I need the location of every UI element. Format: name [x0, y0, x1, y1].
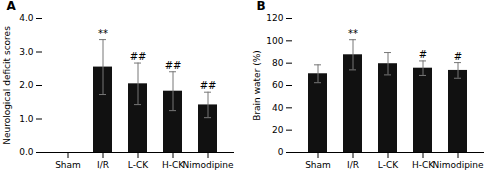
svg-text:L-CK: L-CK [378, 160, 399, 170]
svg-text:L-CK: L-CK [128, 160, 149, 170]
svg-text:##: ## [200, 80, 217, 91]
svg-text:0.0: 0.0 [19, 147, 34, 157]
svg-text:120: 120 [266, 13, 283, 23]
svg-text:Nimodipine: Nimodipine [432, 160, 484, 170]
svg-text:Neurological deficit scores: Neurological deficit scores [2, 26, 12, 145]
svg-text:**: ** [98, 28, 108, 39]
svg-text:80: 80 [272, 58, 284, 68]
svg-text:##: ## [165, 60, 182, 71]
svg-text:A: A [7, 0, 17, 13]
svg-text:Sham: Sham [305, 160, 331, 170]
svg-text:B: B [257, 0, 266, 13]
svg-text:60: 60 [272, 80, 284, 90]
svg-text:##: ## [130, 51, 147, 62]
svg-text:H-CK: H-CK [411, 159, 435, 170]
svg-text:#: # [419, 49, 427, 60]
svg-text:4.0: 4.0 [19, 13, 34, 23]
svg-text:20: 20 [272, 125, 284, 135]
svg-text:I/R: I/R [97, 160, 109, 170]
svg-text:Sham: Sham [55, 160, 81, 170]
svg-text:3.0: 3.0 [19, 47, 34, 57]
svg-text:#: # [454, 51, 462, 62]
svg-text:40: 40 [272, 103, 284, 113]
svg-text:100: 100 [266, 36, 283, 46]
svg-text:Nimodipine: Nimodipine [182, 160, 234, 170]
svg-text:2.0: 2.0 [19, 80, 34, 90]
svg-text:1.0: 1.0 [19, 114, 34, 124]
svg-text:**: ** [348, 28, 358, 39]
svg-text:Brain water (%): Brain water (%) [252, 50, 262, 121]
svg-text:H-CK: H-CK [161, 159, 185, 170]
svg-text:0: 0 [278, 147, 284, 157]
svg-text:I/R: I/R [347, 160, 359, 170]
